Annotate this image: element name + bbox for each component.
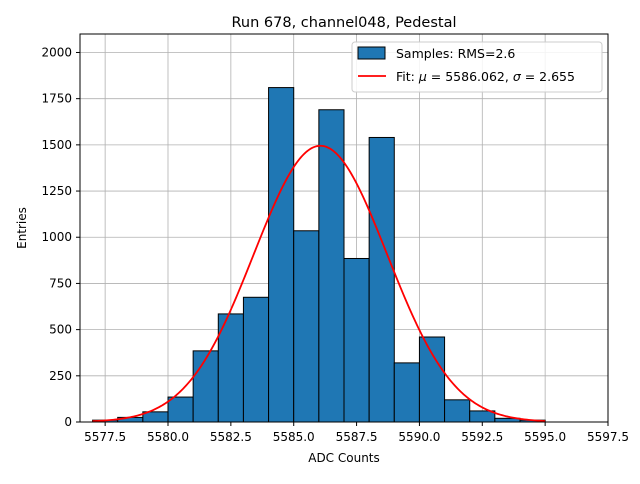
legend-fit-label: Fit: μ = 5586.062, σ = 2.655 <box>396 69 575 84</box>
x-tick-label-7: 5595.0 <box>524 430 566 444</box>
x-tick-label-6: 5592.5 <box>461 430 503 444</box>
histogram-bar-6 <box>242 296 270 423</box>
plot-frame <box>79 33 609 423</box>
x-tick-label-2: 5582.5 <box>210 430 252 444</box>
legend-samples-label: Samples: RMS=2.6 <box>396 46 515 61</box>
legend: Samples: RMS=2.6 Fit: μ = 5586.062, σ = … <box>351 41 603 93</box>
x-tick-label-1: 5580.0 <box>147 430 189 444</box>
histogram-bar-4 <box>192 350 219 423</box>
x-axis-label: ADC Counts <box>308 451 380 465</box>
histogram-bar-3 <box>167 396 194 423</box>
y-tick-label-1: 250 <box>49 369 72 383</box>
histogram-bar-15 <box>469 410 496 423</box>
y-axis-ticks: 0 250 500 750 1000 1250 1500 1750 2000 <box>41 45 80 429</box>
histogram-bar-12 <box>393 362 420 423</box>
histogram-bar-10 <box>343 257 370 423</box>
legend-box <box>351 41 603 93</box>
x-tick-label-3: 5585.0 <box>273 430 315 444</box>
x-tick-label-4: 5587.5 <box>336 430 378 444</box>
fit-curve <box>92 144 546 423</box>
histogram-bar-14 <box>444 399 471 423</box>
y-tick-label-4: 1000 <box>41 230 72 244</box>
histogram-bar-13 <box>418 336 446 423</box>
y-tick-label-3: 750 <box>49 276 72 290</box>
fit-curve-group <box>92 144 546 423</box>
x-axis-ticks: 5577.5 5580.0 5582.5 5585.0 5587.5 5590.0 5592… <box>84 422 629 444</box>
y-tick-label-8: 2000 <box>41 45 72 59</box>
histogram-bars <box>92 87 546 423</box>
histogram-bar-8 <box>293 230 320 423</box>
y-tick-label-6: 1500 <box>41 138 72 152</box>
y-axis-label: Entries <box>15 207 29 249</box>
chart-title: Run 678, channel048, Pedestal <box>231 15 456 31</box>
legend-samples-swatch <box>357 46 386 60</box>
histogram-bar-7 <box>268 87 295 423</box>
x-tick-label-8: 5597.5 <box>587 430 629 444</box>
y-tick-label-5: 1250 <box>41 184 72 198</box>
x-tick-label-0: 5577.5 <box>84 430 126 444</box>
y-tick-label-2: 500 <box>49 323 72 337</box>
y-tick-label-0: 0 <box>64 415 72 429</box>
histogram-bar-11 <box>368 136 395 423</box>
y-tick-label-7: 1750 <box>41 92 72 106</box>
x-tick-label-5: 5590.0 <box>398 430 440 444</box>
